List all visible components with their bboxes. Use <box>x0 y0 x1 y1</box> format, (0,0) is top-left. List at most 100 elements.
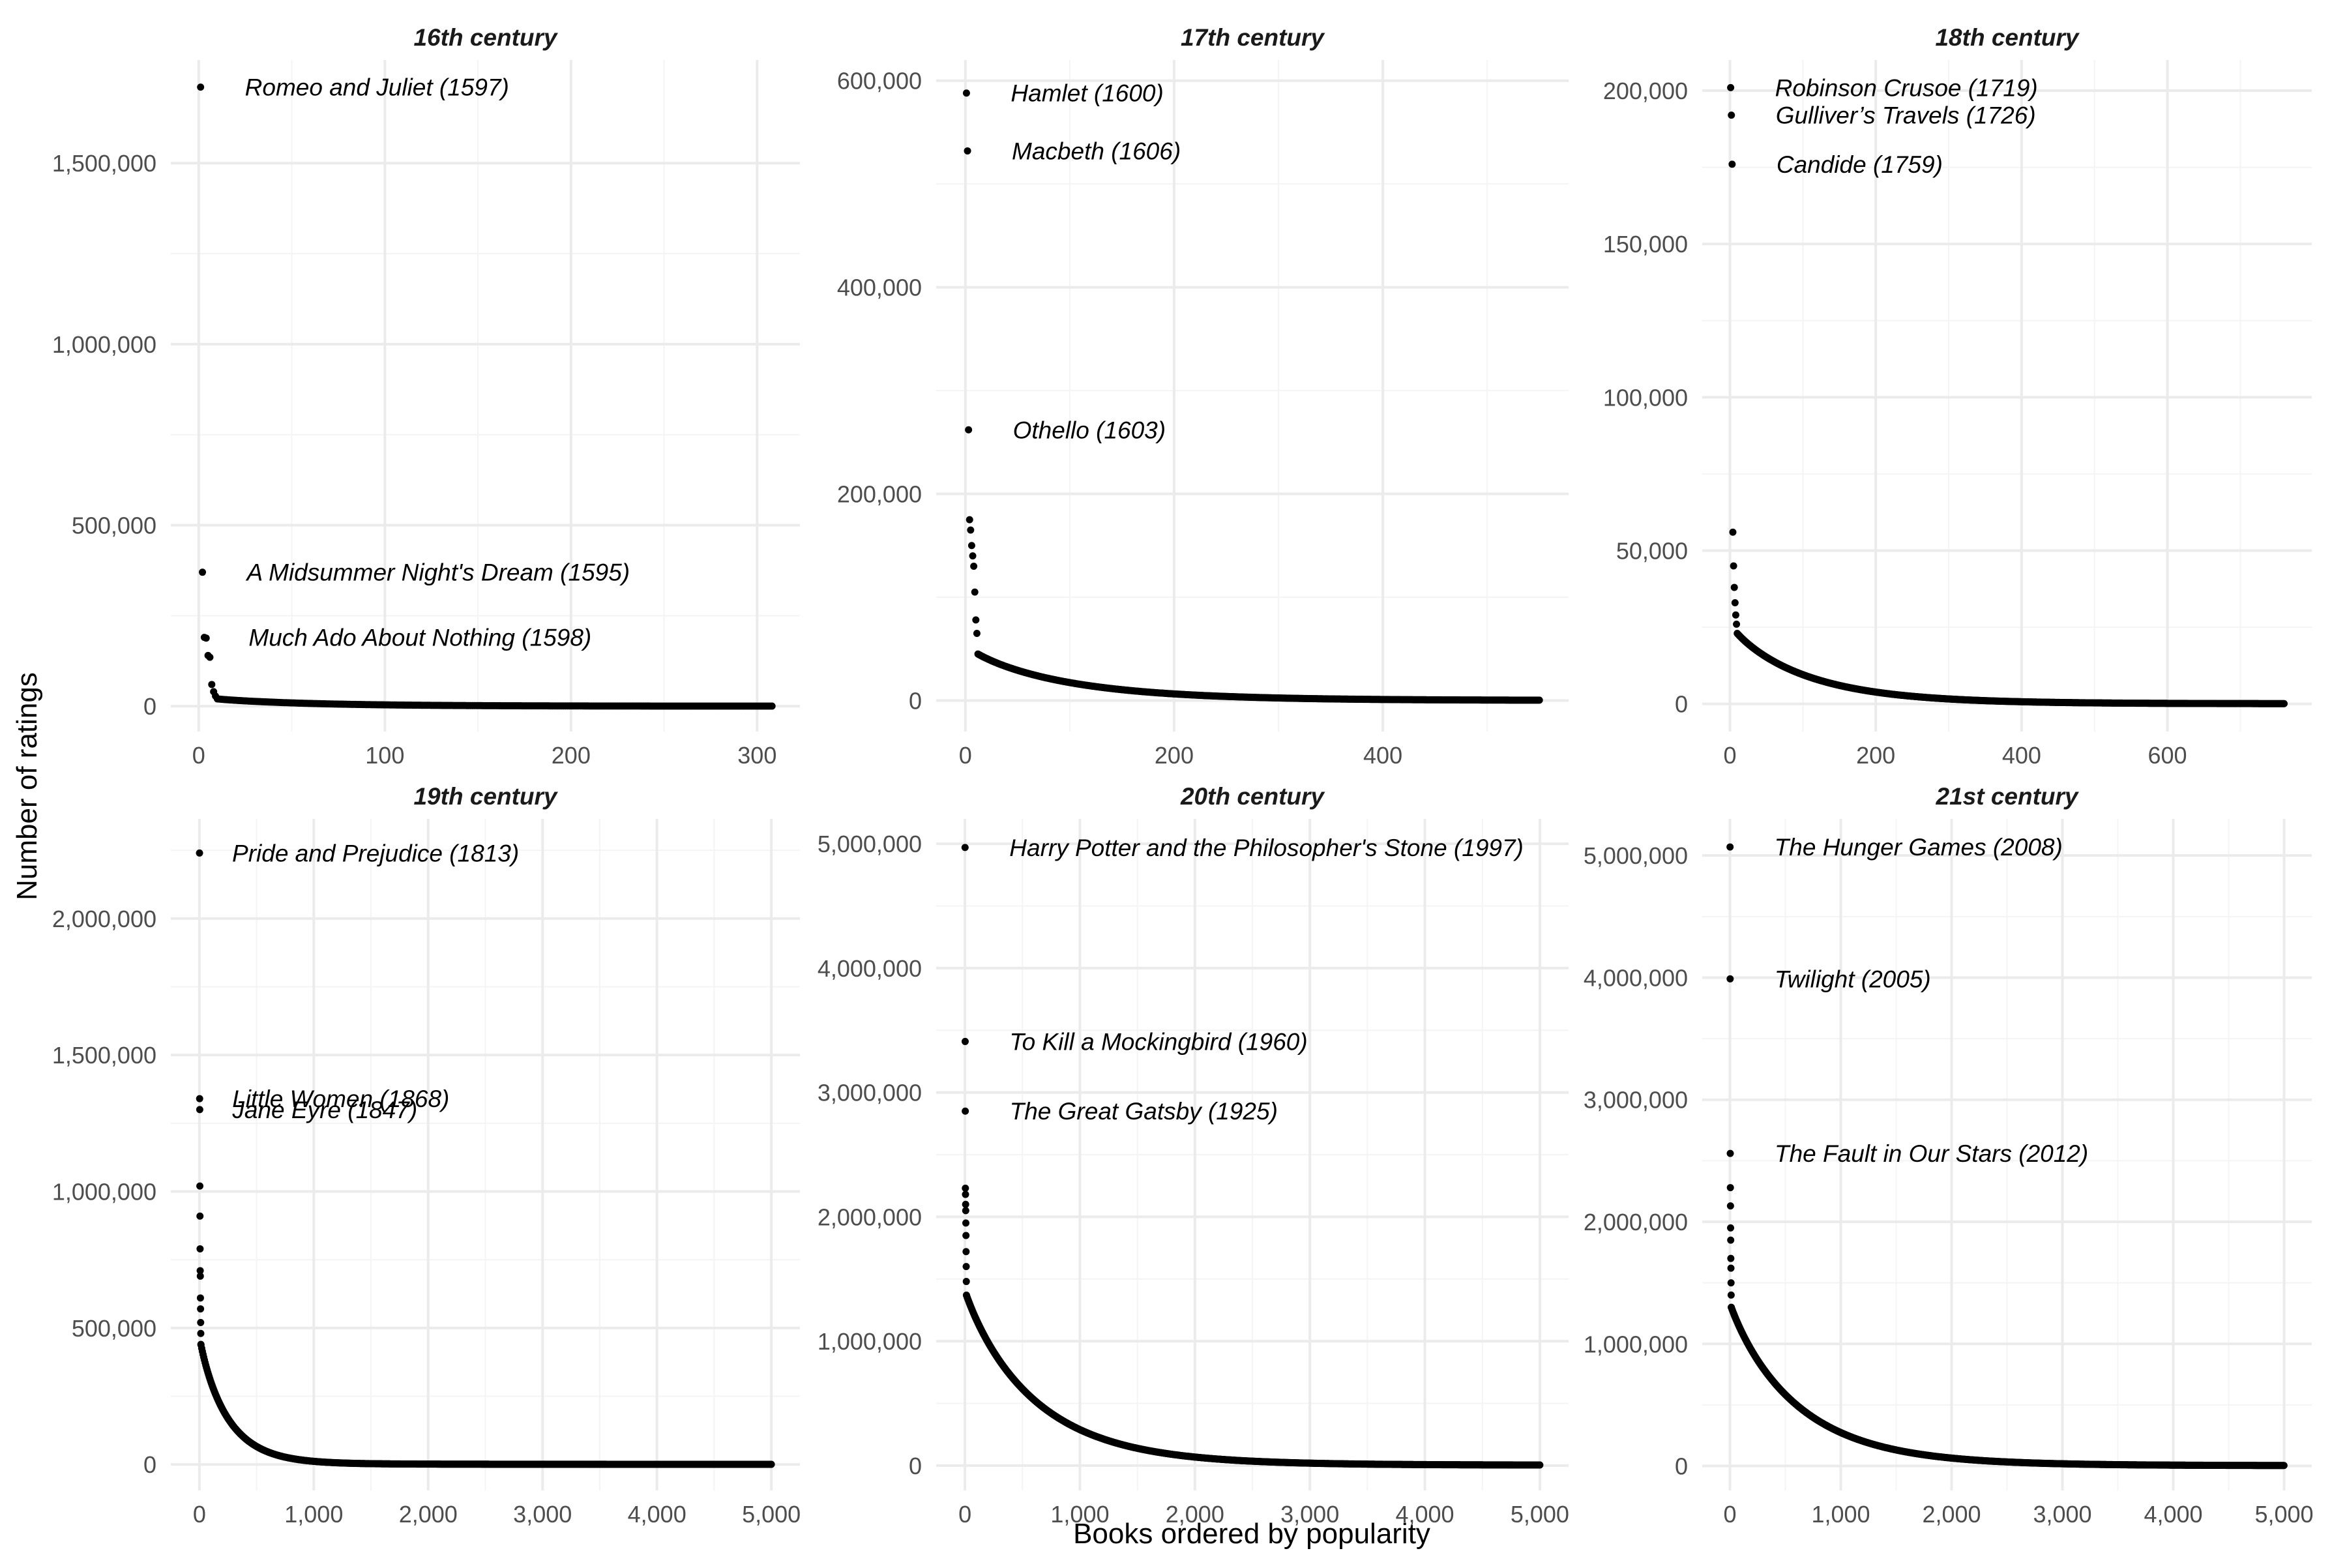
x-tick-label: 4,000 <box>1395 1501 1454 1528</box>
data-point <box>202 634 210 642</box>
x-tick-label: 0 <box>1723 742 1736 769</box>
data-point <box>208 681 216 688</box>
facet-panel-2: 0 200 400 0 200,000 400,000 600,000 17th centur… <box>837 24 1569 769</box>
y-tick-label: 200,000 <box>1603 78 1688 104</box>
data-point <box>965 426 973 434</box>
x-tick-label: 5,000 <box>742 1501 801 1528</box>
data-point <box>1728 160 1736 168</box>
x-tick-label: 2,000 <box>399 1501 458 1528</box>
x-tick-label: 400 <box>1363 742 1402 769</box>
y-tick-label: 600,000 <box>837 68 922 95</box>
data-point <box>962 1232 970 1239</box>
data-point <box>196 1272 204 1280</box>
y-tick-label: 0 <box>143 1451 156 1478</box>
y-tick-label: 0 <box>909 1453 922 1479</box>
data-point <box>967 542 975 550</box>
facet-title: 19th century <box>413 783 558 810</box>
data-point <box>1733 620 1741 628</box>
y-tick-label: 5,000,000 <box>1584 842 1688 869</box>
data-point <box>962 89 970 97</box>
data-points <box>962 89 1543 704</box>
data-point <box>969 552 977 560</box>
data-points <box>196 849 775 1468</box>
y-tick-label: 1,000,000 <box>52 331 156 358</box>
y-tick-label: 0 <box>1675 1453 1688 1480</box>
facet-panel-1: 0 100 200 300 0 500,000 1,000,000 1,500,000 16th… <box>52 24 800 769</box>
annotation-label: Pride and Prejudice (1813) <box>232 840 519 866</box>
annotation-label: Hamlet (1600) <box>1011 80 1163 107</box>
data-point <box>1727 83 1735 91</box>
data-point <box>767 1460 775 1468</box>
data-point <box>1730 584 1738 591</box>
annotation-label: The Hunger Games (2008) <box>1775 834 2063 861</box>
data-points <box>961 844 1544 1469</box>
data-point <box>962 1248 970 1256</box>
data-point <box>1730 562 1737 570</box>
data-point <box>1727 1279 1735 1287</box>
x-tick-label: 3,000 <box>513 1501 572 1528</box>
facet-title: 21st century <box>1936 783 2080 810</box>
data-point <box>206 653 214 661</box>
y-tick-label: 0 <box>909 687 922 714</box>
data-point <box>1726 1149 1734 1157</box>
y-tick-label: 400,000 <box>837 274 922 301</box>
data-point <box>1727 1291 1735 1299</box>
data-point <box>196 849 203 857</box>
x-tick-label: 200 <box>1155 742 1194 769</box>
data-point <box>196 1267 204 1275</box>
annotation-label: The Fault in Our Stars (2012) <box>1775 1140 2088 1167</box>
facet-panel-5: 0 1,000 2,000 3,000 4,000 5,000 0 1,000,000 2,00… <box>818 783 1569 1528</box>
data-point <box>1726 975 1734 983</box>
annotation-label: Macbeth (1606) <box>1012 138 1181 164</box>
annotation-label: The Great Gatsby (1925) <box>1010 1098 1278 1125</box>
data-point <box>962 1219 970 1227</box>
data-point <box>197 1305 205 1313</box>
data-point <box>1727 1254 1735 1262</box>
data-point <box>196 1095 203 1102</box>
data-point <box>1726 1184 1734 1192</box>
data-point <box>1727 1236 1735 1244</box>
y-tick-label: 500,000 <box>72 1315 156 1342</box>
x-tick-label: 1,000 <box>284 1501 343 1528</box>
annotation-label: Twilight (2005) <box>1775 966 1931 992</box>
x-tick-label: 200 <box>1856 742 1895 769</box>
data-point <box>971 588 979 596</box>
data-point <box>962 1207 969 1215</box>
data-point <box>1536 1461 1544 1469</box>
data-point <box>196 1294 204 1302</box>
data-point <box>199 569 207 576</box>
data-points <box>197 83 776 710</box>
data-point <box>196 1245 204 1252</box>
data-point <box>196 1212 204 1220</box>
y-tick-label: 500,000 <box>72 512 156 539</box>
y-axis-title: Number of ratings <box>11 672 43 900</box>
x-tick-label: 0 <box>1723 1501 1736 1528</box>
data-point <box>1728 111 1735 119</box>
y-tick-label: 100,000 <box>1603 384 1688 411</box>
y-tick-label: 1,000,000 <box>818 1328 922 1355</box>
y-tick-label: 1,500,000 <box>52 150 156 177</box>
data-point <box>967 526 975 534</box>
data-point <box>972 616 980 624</box>
annotation-label: Much Ado About Nothing (1598) <box>248 625 591 651</box>
y-tick-label: 2,000,000 <box>1584 1209 1688 1235</box>
x-tick-label: 0 <box>193 1501 206 1528</box>
data-point <box>768 702 776 710</box>
annotation-label: A Midsummer Night's Dream (1595) <box>246 559 630 586</box>
y-tick-label: 1,000,000 <box>1584 1331 1688 1357</box>
x-tick-label: 200 <box>552 742 591 769</box>
data-point <box>962 1185 969 1192</box>
data-point <box>2281 700 2288 707</box>
x-tick-label: 4,000 <box>2144 1501 2202 1528</box>
y-tick-label: 4,000,000 <box>818 955 922 982</box>
data-point <box>196 1182 204 1190</box>
data-point <box>1731 599 1739 606</box>
y-tick-label: 3,000,000 <box>818 1080 922 1106</box>
x-tick-label: 5,000 <box>1511 1501 1569 1528</box>
data-point <box>1732 611 1739 619</box>
data-points <box>1727 83 2288 707</box>
annotation-label: Candide (1759) <box>1777 151 1943 178</box>
data-point <box>962 1278 970 1286</box>
